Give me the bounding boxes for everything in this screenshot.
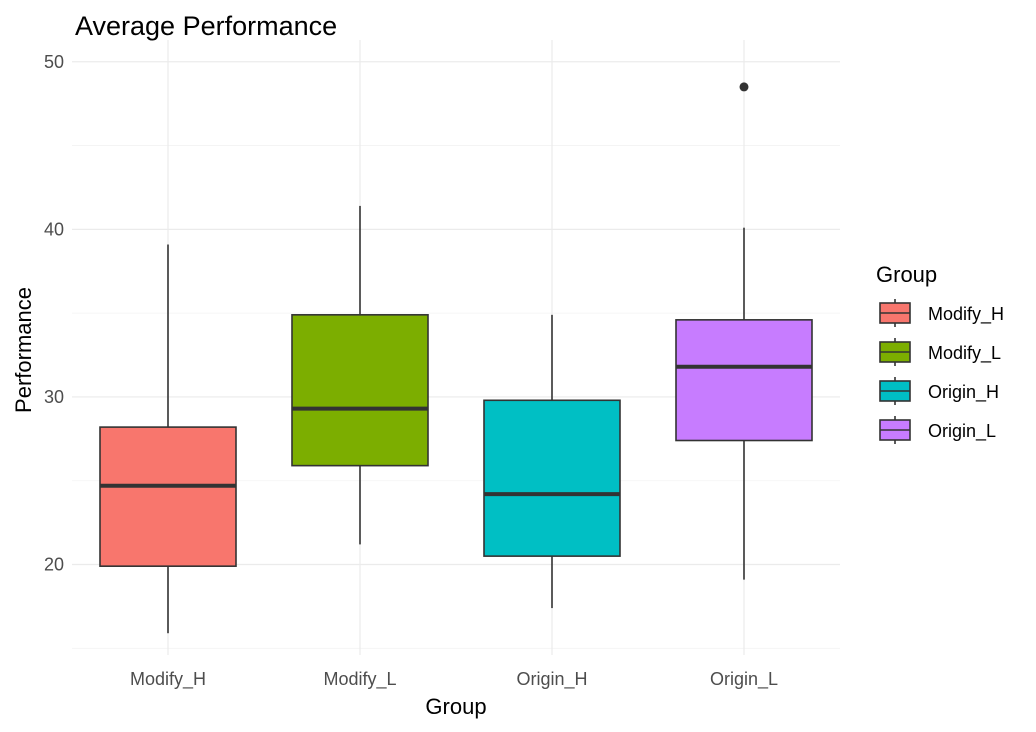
x-tick-label: Modify_H xyxy=(130,669,206,690)
y-tick-label: 50 xyxy=(44,52,64,72)
outlier-point xyxy=(739,82,749,92)
legend-item: Origin_H xyxy=(879,377,999,405)
legend-label: Origin_L xyxy=(928,421,996,442)
legend-label: Origin_H xyxy=(928,382,999,403)
x-axis-title: Group xyxy=(425,694,486,719)
box-group xyxy=(99,244,237,634)
legend-item: Origin_L xyxy=(879,416,996,444)
box xyxy=(291,314,429,467)
legend-label: Modify_L xyxy=(928,343,1001,364)
y-tick-label: 30 xyxy=(44,387,64,407)
legend: Group Modify_H Modify_L Origin_H Origin_L xyxy=(876,262,1004,444)
legend-items: Modify_H Modify_L Origin_H Origin_L xyxy=(879,299,1004,444)
legend-label: Modify_H xyxy=(928,304,1004,325)
box-group xyxy=(483,314,621,609)
y-tick-label: 40 xyxy=(44,219,64,239)
box-group xyxy=(291,205,429,545)
legend-title: Group xyxy=(876,262,937,287)
x-tick-label: Origin_L xyxy=(710,669,778,690)
box-series xyxy=(99,82,813,634)
x-tick-label: Modify_L xyxy=(323,669,396,690)
legend-item: Modify_L xyxy=(879,338,1001,366)
box xyxy=(99,426,237,567)
chart-title: Average Performance xyxy=(75,11,337,41)
y-axis-ticks: 20 30 40 50 xyxy=(44,52,64,575)
x-tick-label: Origin_H xyxy=(516,669,587,690)
box-group xyxy=(675,82,813,580)
legend-item: Modify_H xyxy=(879,299,1004,327)
y-tick-label: 20 xyxy=(44,555,64,575)
y-axis-title: Performance xyxy=(11,287,36,413)
x-axis-ticks: Modify_H Modify_L Origin_H Origin_L xyxy=(130,669,778,690)
box xyxy=(483,399,621,557)
box xyxy=(675,319,813,442)
